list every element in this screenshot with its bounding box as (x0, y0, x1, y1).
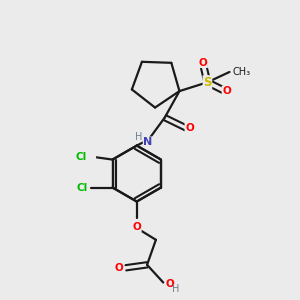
Text: O: O (114, 263, 123, 273)
Text: H: H (172, 284, 179, 294)
Text: O: O (199, 58, 207, 68)
Text: N: N (143, 137, 153, 147)
Text: H: H (134, 132, 142, 142)
Text: S: S (203, 76, 212, 89)
Text: O: O (166, 279, 174, 289)
Text: Cl: Cl (76, 182, 88, 193)
Text: O: O (132, 222, 141, 232)
Text: Cl: Cl (76, 152, 87, 162)
Text: CH₃: CH₃ (233, 67, 251, 77)
Text: O: O (185, 123, 194, 133)
Text: O: O (222, 86, 231, 96)
